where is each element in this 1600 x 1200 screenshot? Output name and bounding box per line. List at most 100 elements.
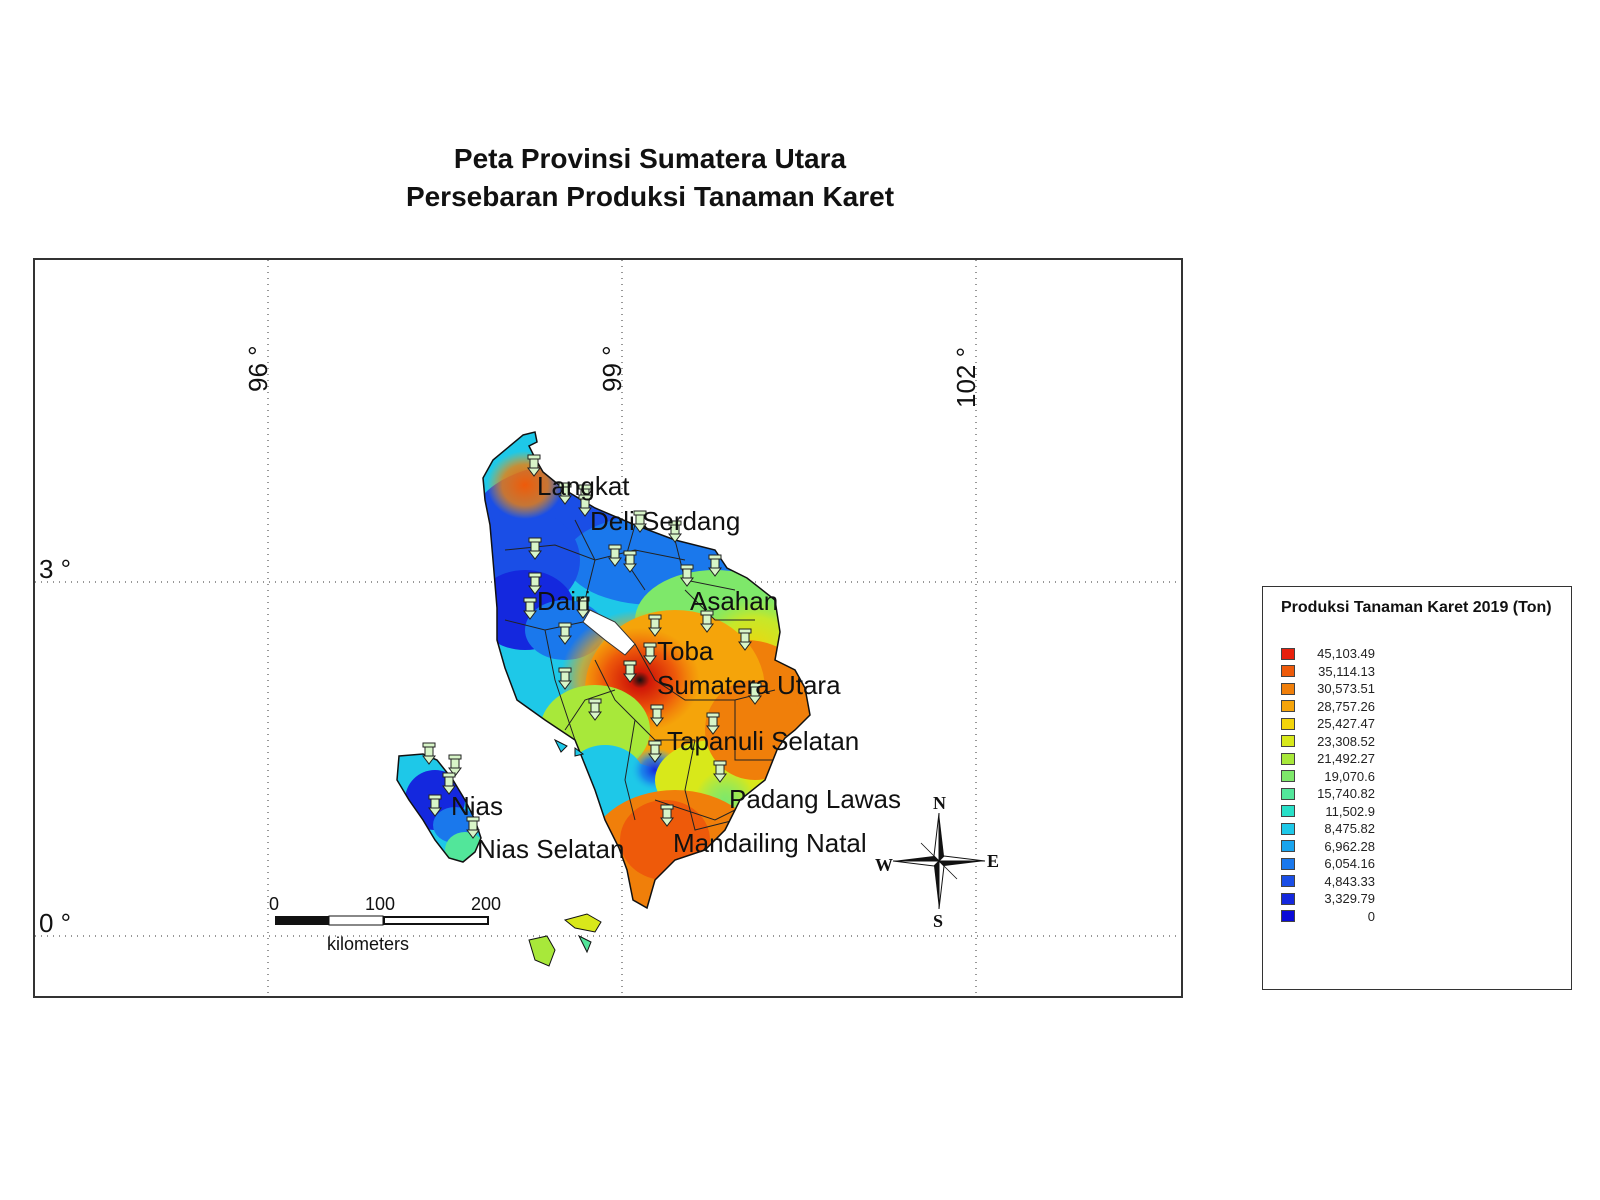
legend-value: 35,114.13 [1318,663,1375,679]
pin-icon [650,704,664,727]
graticule [35,260,1181,996]
pin-icon [558,667,572,690]
region-label-deli-serdang: Deli Serdang [590,506,740,536]
legend-item: 23,308.52 [1281,733,1375,751]
pin-icon [527,454,541,477]
legend-swatch [1281,752,1295,765]
pin-icon [578,494,592,517]
legend-value: 11,502.9 [1325,803,1375,819]
legend-value: 30,573.51 [1317,681,1375,697]
legend-swatch [1281,822,1295,835]
legend-value: 45,103.49 [1317,646,1375,662]
legend-swatch [1281,717,1295,730]
pin-icon [428,794,442,817]
pin-icon [528,572,542,595]
scale-tick-100: 100 [365,894,395,914]
pin-icon [608,544,622,567]
pin-icon [448,754,462,777]
pin-icon [633,510,647,533]
pin-icon [713,760,727,783]
legend-item: 35,114.13 [1281,663,1375,681]
legend-item: 8,475.82 [1281,820,1375,838]
small-islands [528,738,602,967]
legend-swatch [1281,805,1295,818]
region-label-dairi: Dairi [537,586,590,616]
lon-label-99: 99 ° [597,345,627,392]
region-label-mandailing-natal: Mandailing Natal [673,828,867,858]
legend-value: 0 [1367,908,1375,924]
legend-item: 21,492.27 [1281,750,1375,768]
lat-label-3: 3 ° [39,554,71,584]
legend-value: 23,308.52 [1317,733,1375,749]
legend-swatch [1281,735,1295,748]
legend-value: 4,843.33 [1324,873,1375,889]
legend-item: 11,502.9 [1281,803,1375,821]
legend-swatch [1281,840,1295,853]
legend-swatch [1281,857,1295,870]
legend-items: 45,103.49 35,114.13 30,573.51 28,757.26 25,4… [1281,645,1375,925]
map-title-line2: Persebaran Produksi Tanaman Karet [405,181,895,212]
legend-item: 6,054.16 [1281,855,1375,873]
legend-item: 15,740.82 [1281,785,1375,803]
legend-item: 45,103.49 [1281,645,1375,663]
region-label-sumatera-utara: Sumatera Utara [657,670,841,700]
legend-item: 30,573.51 [1281,680,1375,698]
legend-item: 4,843.33 [1281,873,1375,891]
scale-bar: 0 100 200 kilometers [269,894,501,954]
pin-icon [738,628,752,651]
pin-icon [576,596,590,619]
region-label-toba: Toba [657,636,714,666]
region-label-nias: Nias [451,791,503,821]
legend-value: 19,070.6 [1324,768,1375,784]
legend-value: 28,757.26 [1317,698,1375,714]
scale-tick-0: 0 [269,894,279,914]
legend-item: 25,427.47 [1281,715,1375,733]
pin-icon [680,564,694,587]
region-label-padang-lawas: Padang Lawas [729,784,901,814]
legend-item: 28,757.26 [1281,698,1375,716]
legend-item: 3,329.79 [1281,890,1375,908]
pin-icon [706,712,720,735]
pin-icon [558,622,572,645]
scale-unit: kilometers [327,934,409,954]
pin-icon [648,740,662,763]
legend-value: 8,475.82 [1324,821,1375,837]
legend-swatch [1281,910,1295,923]
lon-label-96: 96 ° [243,345,273,392]
legend-swatch [1281,665,1295,678]
map-title-line1: Peta Provinsi Sumatera Utara [453,143,847,174]
pin-icon [700,610,714,633]
region-label-tapanuli-selatan: Tapanuli Selatan [667,726,859,756]
mainland-outline [482,431,811,910]
scale-tick-200: 200 [471,894,501,914]
lon-label-102: 102 ° [951,347,981,408]
legend-value: 25,427.47 [1317,716,1375,732]
pin-icon [643,642,657,665]
pin-icon [623,660,637,683]
pin-icon [422,742,436,765]
legend-title: Produksi Tanaman Karet 2019 (Ton) [1281,599,1552,616]
pin-icon [748,682,762,705]
pin-icon [523,597,537,620]
legend-item: 19,070.6 [1281,768,1375,786]
legend-value: 6,054.16 [1324,856,1375,872]
legend-swatch [1281,700,1295,713]
legend-item: 0 [1281,908,1375,926]
legend-swatch [1281,875,1295,888]
location-pins [422,454,762,839]
legend-item: 6,962.28 [1281,838,1375,856]
pin-icon [588,698,602,721]
pin-icon [466,816,480,839]
pin-icon [708,554,722,577]
legend-value: 15,740.82 [1317,786,1375,802]
legend-panel: Produksi Tanaman Karet 2019 (Ton) 45,103… [1262,586,1572,990]
legend-value: 21,492.27 [1317,751,1375,767]
lat-label-0: 0 ° [39,908,71,938]
legend-swatch [1281,787,1295,800]
legend-swatch [1281,892,1295,905]
compass-n: N [933,793,946,813]
scale-segment [275,916,329,925]
nias-outline [396,753,482,863]
compass-e: E [987,851,999,871]
compass-rose-icon: N S E W [875,793,999,931]
